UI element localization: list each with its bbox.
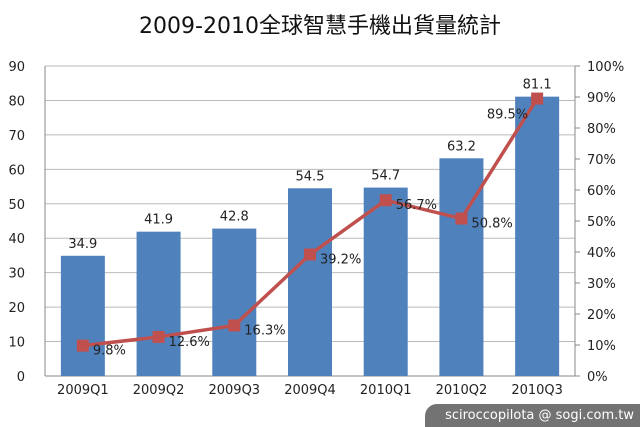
bar-label: 54.7 xyxy=(371,169,400,184)
bar xyxy=(288,188,332,376)
y-tick-left: 10 xyxy=(8,336,25,351)
bar xyxy=(515,96,560,377)
line-label: 39.2% xyxy=(320,252,361,267)
line-point xyxy=(304,248,316,261)
line-point xyxy=(455,212,468,225)
y-tick-right: 80% xyxy=(587,122,616,137)
bar xyxy=(60,255,105,376)
bar-label: 42.8 xyxy=(220,210,249,225)
y-tick-right: 20% xyxy=(587,308,616,323)
y-tick-left: 80 xyxy=(8,94,25,109)
y-tick-right: 70% xyxy=(587,153,616,168)
y-tick-left: 30 xyxy=(8,267,25,282)
bar xyxy=(136,231,181,376)
y-tick-right: 10% xyxy=(587,339,616,354)
x-tick: 2009Q3 xyxy=(208,383,260,398)
y-tick-left: 20 xyxy=(8,301,25,316)
y-tick-right: 50% xyxy=(587,215,616,230)
bar-label: 63.2 xyxy=(447,139,476,154)
bar xyxy=(363,187,408,376)
line-label: 12.6% xyxy=(169,335,210,350)
x-tick: 2009Q2 xyxy=(133,383,185,398)
bar-label: 54.5 xyxy=(296,169,325,184)
bar-label: 34.9 xyxy=(68,237,97,252)
line-point xyxy=(228,319,241,332)
y-tick-left: 90 xyxy=(8,60,25,75)
bar xyxy=(212,228,257,376)
y-tick-left: 0 xyxy=(17,370,25,385)
y-tick-right: 60% xyxy=(587,184,616,199)
x-tick: 2010Q2 xyxy=(436,383,488,398)
line-point xyxy=(152,330,165,343)
x-tick: 2009Q1 xyxy=(57,383,109,398)
line-point xyxy=(531,92,544,105)
y-tick-left: 50 xyxy=(8,198,25,213)
y-tick-right: 90% xyxy=(587,91,616,106)
x-tick: 2010Q3 xyxy=(511,383,563,398)
chart-title: 2009-2010全球智慧手機出貨量統計 xyxy=(139,14,501,39)
x-tick: 2009Q4 xyxy=(284,383,336,398)
y-tick-right: 100% xyxy=(587,60,624,75)
line-label: 56.7% xyxy=(396,198,437,213)
line-label: 16.3% xyxy=(244,323,285,338)
y-tick-left: 60 xyxy=(8,163,25,178)
y-tick-left: 70 xyxy=(8,129,25,144)
bar-label: 41.9 xyxy=(144,213,173,228)
line-point xyxy=(379,194,392,207)
watermark: sciroccopilota @ sogi.com.tw xyxy=(425,404,640,427)
y-tick-right: 0% xyxy=(587,370,608,385)
y-tick-left: 40 xyxy=(8,232,25,247)
y-tick-right: 40% xyxy=(587,246,616,261)
bar-label: 81.1 xyxy=(523,78,552,93)
line-label: 89.5% xyxy=(487,108,528,123)
line-label: 50.8% xyxy=(471,217,512,232)
y-tick-right: 30% xyxy=(587,277,616,292)
x-tick: 2010Q1 xyxy=(360,383,412,398)
line-point xyxy=(76,339,89,352)
line-label: 9.8% xyxy=(93,344,126,359)
